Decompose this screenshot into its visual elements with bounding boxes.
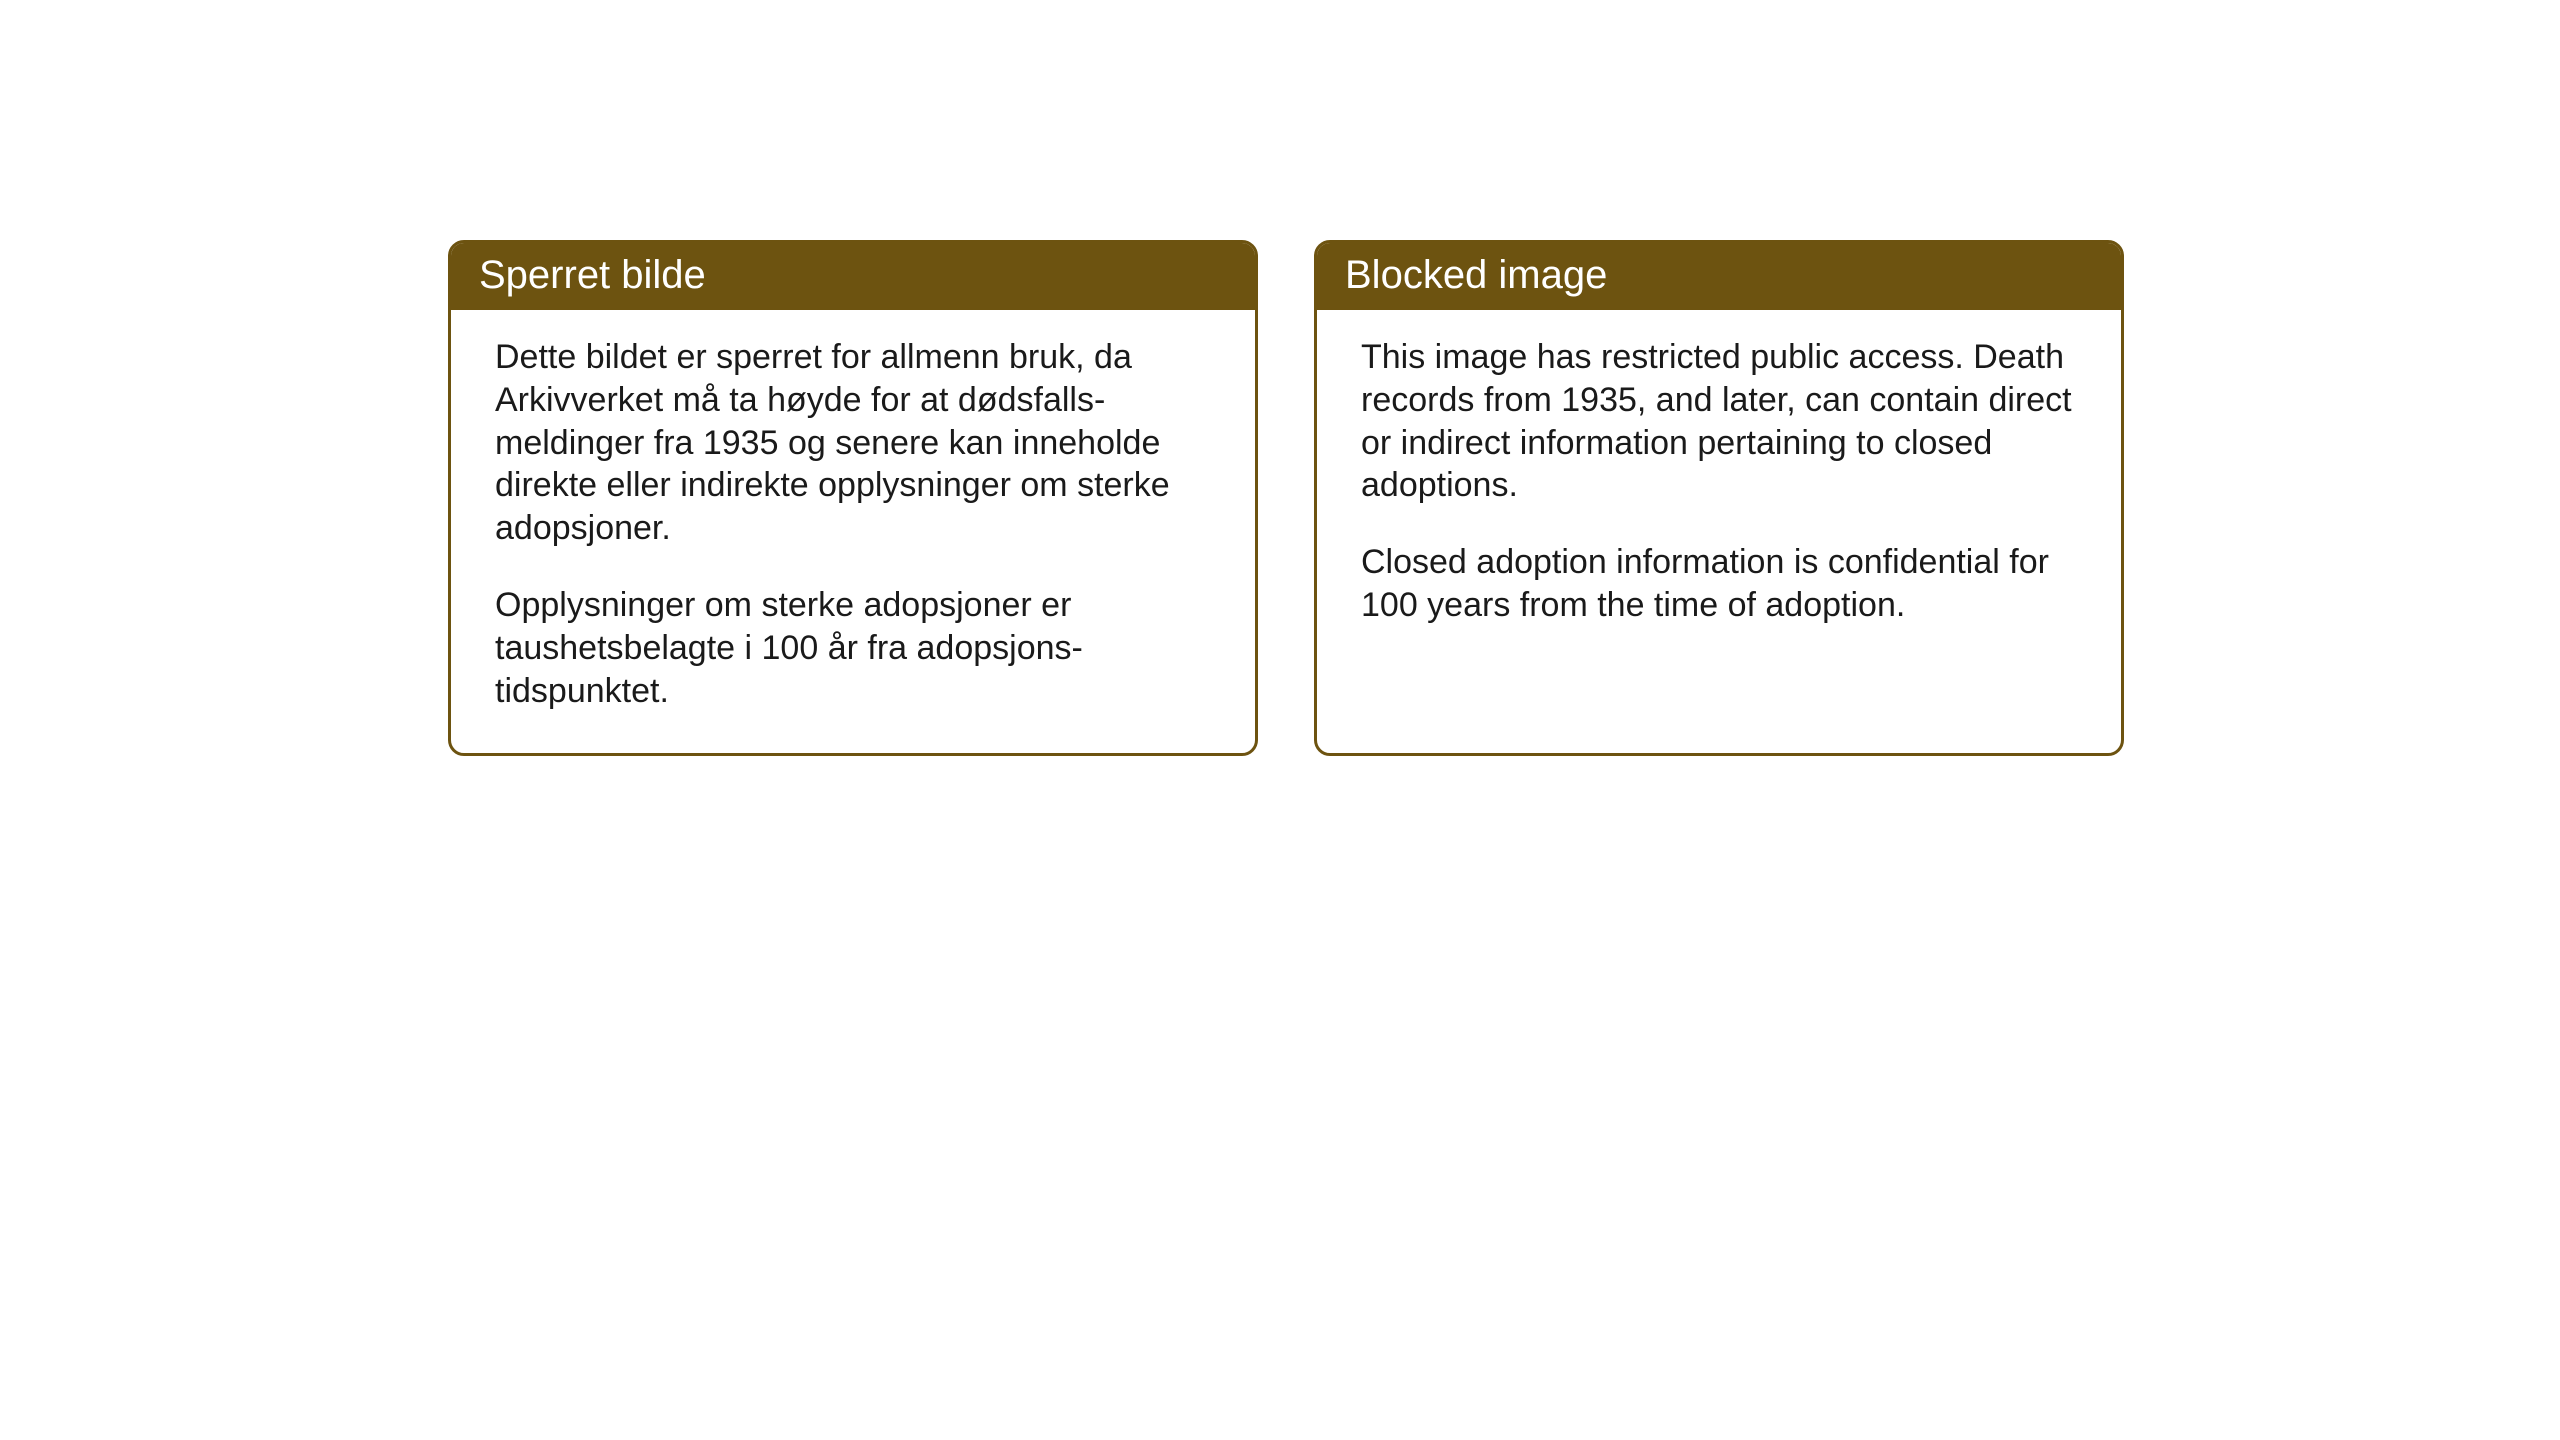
notice-paragraph: Closed adoption information is confident… [1361, 541, 2077, 627]
notice-paragraph: Dette bildet er sperret for allmenn bruk… [495, 336, 1211, 550]
card-body-english: This image has restricted public access.… [1317, 310, 2121, 667]
notice-paragraph: Opplysninger om sterke adopsjoner er tau… [495, 584, 1211, 712]
notice-card-english: Blocked image This image has restricted … [1314, 240, 2124, 756]
card-header-english: Blocked image [1317, 243, 2121, 310]
notice-container: Sperret bilde Dette bildet er sperret fo… [0, 0, 2560, 756]
card-body-norwegian: Dette bildet er sperret for allmenn bruk… [451, 310, 1255, 753]
notice-card-norwegian: Sperret bilde Dette bildet er sperret fo… [448, 240, 1258, 756]
notice-paragraph: This image has restricted public access.… [1361, 336, 2077, 507]
card-header-norwegian: Sperret bilde [451, 243, 1255, 310]
